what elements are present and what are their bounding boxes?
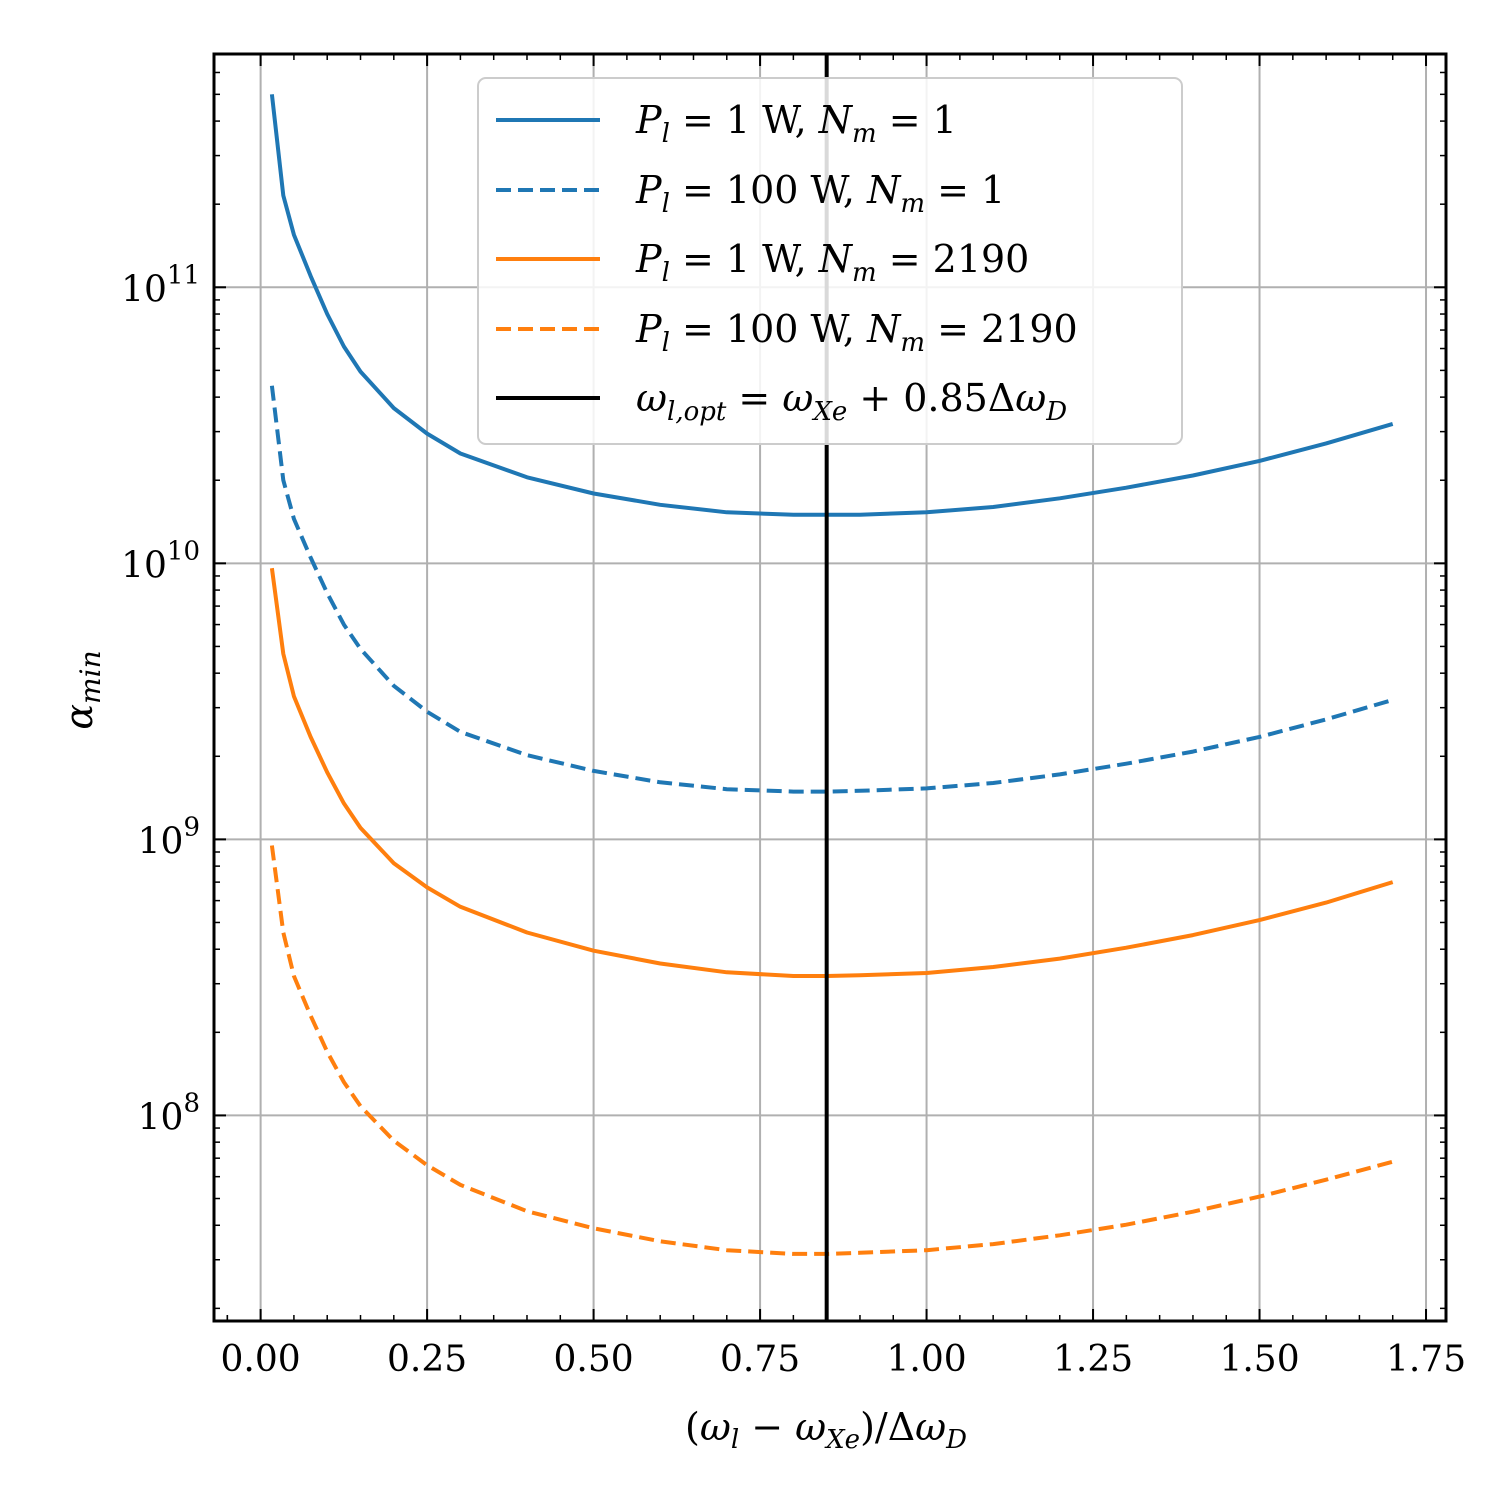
ticks: 0.00 0.25 0.50 0.75 1.00 1.25 1.50 1.7510810910… [121, 53, 1466, 1380]
legend-text-part: + 0.85Δ [847, 376, 1015, 420]
legend-label: ωl,opt = ωXe + 0.85ΔωD [636, 376, 1067, 427]
x-tick-label: 0.50 [554, 1339, 634, 1380]
legend-subscript: Xe [811, 397, 847, 427]
legend-box [477, 77, 1183, 445]
legend-subscript: l,opt [667, 397, 727, 427]
x-tick-label: 1.75 [1386, 1339, 1466, 1380]
legend-symbol: N [866, 168, 902, 212]
legend-symbol: P [635, 168, 663, 212]
x-tick-label: 1.00 [886, 1339, 966, 1380]
x-tick-label: 0.00 [221, 1339, 301, 1380]
legend-text-part: = 1 [877, 98, 957, 142]
y-tick-label: 109 [138, 812, 200, 862]
legend-label: Pl = 1 W, Nm = 1 [635, 98, 957, 149]
legend-symbol: P [635, 307, 663, 351]
legend: Pl = 1 W, Nm = 1Pl = 100 W, Nm = 1Pl = 1… [477, 77, 1183, 445]
legend-symbol: P [635, 237, 663, 281]
x-tick-label: 1.25 [1053, 1339, 1133, 1380]
legend-subscript: m [852, 119, 877, 149]
legend-subscript: l [662, 189, 670, 219]
legend-text-part: = 1 W, [670, 237, 819, 281]
legend-label: Pl = 100 W, Nm = 1 [635, 168, 1005, 219]
y-tick-base: 10 [138, 821, 184, 862]
series-line [269, 567, 1394, 978]
series-line [269, 385, 1394, 794]
x-tick-label: 0.25 [387, 1339, 467, 1380]
legend-subscript: l [662, 119, 670, 149]
x-tick-label: 1.50 [1219, 1339, 1299, 1380]
legend-subscript: m [900, 189, 925, 219]
legend-label: Pl = 100 W, Nm = 2190 [635, 307, 1078, 358]
legend-subscript: m [900, 328, 925, 358]
series-line [269, 845, 1394, 1256]
legend-text-part: = 100 W, [670, 307, 867, 351]
legend-text-part: = 1 W, [670, 98, 819, 142]
legend-text-part: = 100 W, [670, 168, 867, 212]
y-tick-label: 1011 [121, 260, 200, 310]
y-tick-base: 10 [121, 545, 167, 586]
series-line [269, 94, 1394, 517]
legend-symbol: ω [636, 376, 667, 420]
legend-label: Pl = 1 W, Nm = 2190 [635, 237, 1029, 288]
y-tick-base: 10 [121, 269, 167, 310]
legend-text-part: = [726, 376, 782, 420]
legend-text-part: = 2190 [925, 307, 1078, 351]
legend-subscript: l [662, 328, 670, 358]
y-tick-label: 108 [138, 1088, 200, 1138]
legend-subscript: D [1045, 397, 1067, 427]
x-tick-label: 0.75 [720, 1339, 800, 1380]
legend-text-part: = 1 [925, 168, 1005, 212]
legend-symbol: N [866, 307, 902, 351]
legend-symbol: N [818, 98, 854, 142]
y-tick-exponent: 10 [167, 536, 200, 566]
y-tick-exponent: 9 [183, 812, 200, 842]
legend-text-part: = 2190 [877, 237, 1030, 281]
y-tick-label: 1010 [121, 536, 200, 586]
legend-symbol: ω [782, 376, 813, 420]
y-tick-exponent: 8 [183, 1088, 200, 1118]
legend-symbol: ω [1015, 376, 1046, 420]
legend-subscript: m [852, 258, 877, 288]
y-tick-exponent: 11 [167, 260, 200, 290]
y-tick-base: 10 [138, 1097, 184, 1138]
axes-frame [212, 52, 1448, 1323]
legend-subscript: l [662, 258, 670, 288]
y-axis-label: αmin [57, 650, 107, 729]
legend-symbol: P [635, 98, 663, 142]
legend-symbol: N [818, 237, 854, 281]
x-axis-label: (ωl − ωXe)/ΔωD [685, 1405, 967, 1455]
